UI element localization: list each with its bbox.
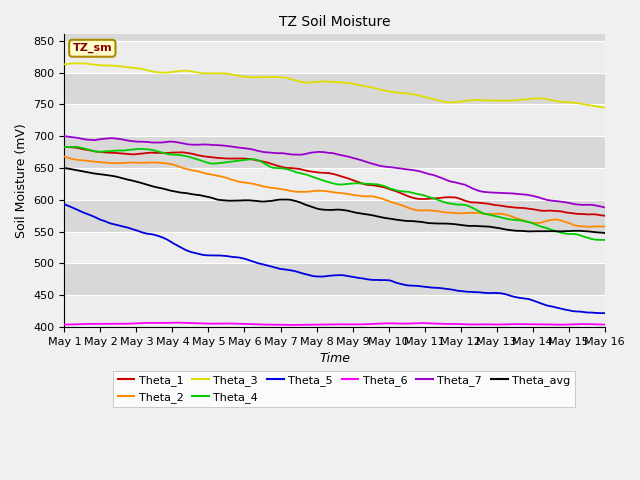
Legend: Theta_1, Theta_2, Theta_3, Theta_4, Theta_5, Theta_6, Theta_7, Theta_avg: Theta_1, Theta_2, Theta_3, Theta_4, Thet…	[113, 371, 575, 407]
Y-axis label: Soil Moisture (mV): Soil Moisture (mV)	[15, 123, 28, 238]
Text: TZ_sm: TZ_sm	[72, 43, 112, 53]
Bar	[65, 168, 605, 200]
Bar	[65, 104, 605, 136]
Bar	[65, 295, 605, 327]
Bar	[65, 41, 605, 72]
Bar	[65, 232, 605, 264]
X-axis label: Time: Time	[319, 352, 350, 365]
Title: TZ Soil Moisture: TZ Soil Moisture	[279, 15, 390, 29]
